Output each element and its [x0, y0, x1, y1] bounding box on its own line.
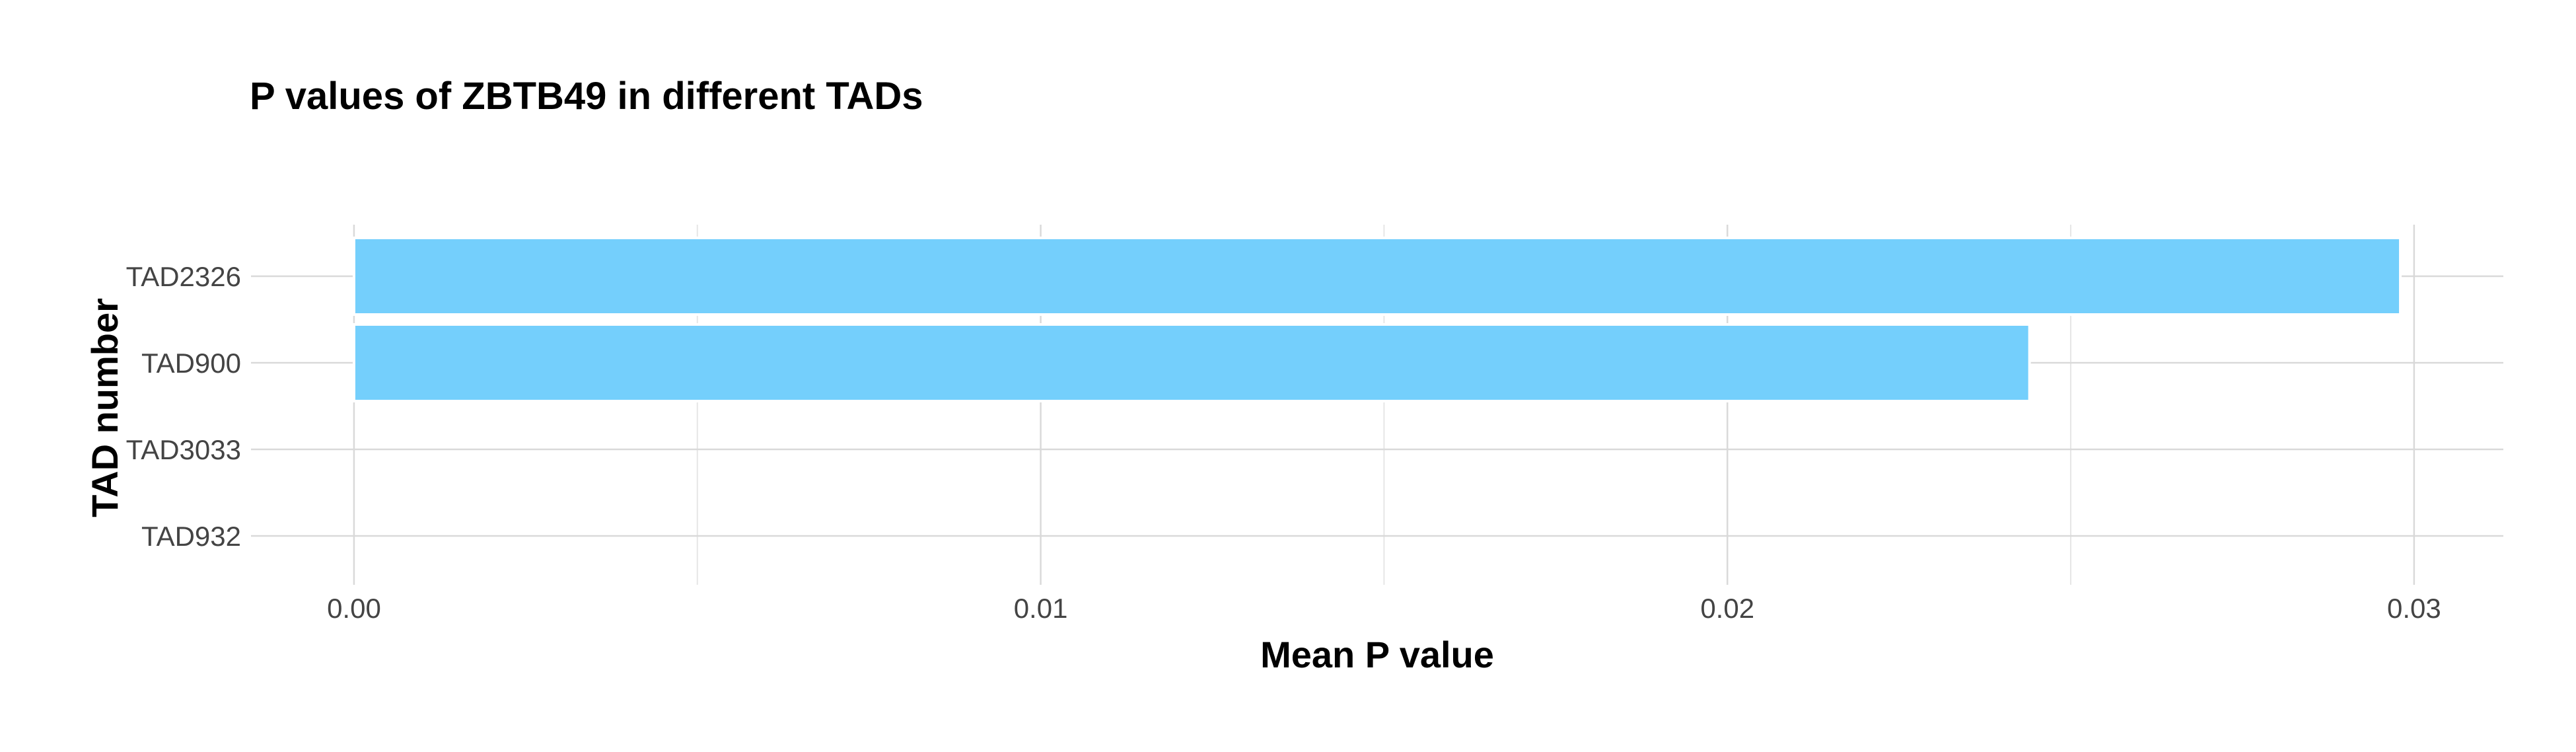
x-tick-label: 0.01: [1014, 593, 1068, 624]
bars: [352, 237, 2402, 402]
y-tick-label: TAD2326: [126, 261, 241, 292]
bar: [352, 237, 2402, 316]
x-tick-label: 0.02: [1700, 593, 1754, 624]
x-tick-label: 0.03: [2387, 593, 2441, 624]
y-axis-title: TAD number: [84, 298, 125, 517]
y-tick-label: TAD3033: [126, 434, 241, 465]
bar: [352, 323, 2031, 402]
x-axis-title: Mean P value: [1260, 634, 1494, 675]
chart-title: P values of ZBTB49 in different TADs: [250, 75, 923, 118]
x-tick-label: 0.00: [327, 593, 381, 624]
tick-labels: 0.00 0.01 0.02 0.03 TAD2326 TAD900 TAD3033 TAD9…: [126, 261, 2441, 624]
y-tick-label: TAD900: [141, 348, 241, 379]
y-tick-label: TAD932: [141, 521, 241, 552]
